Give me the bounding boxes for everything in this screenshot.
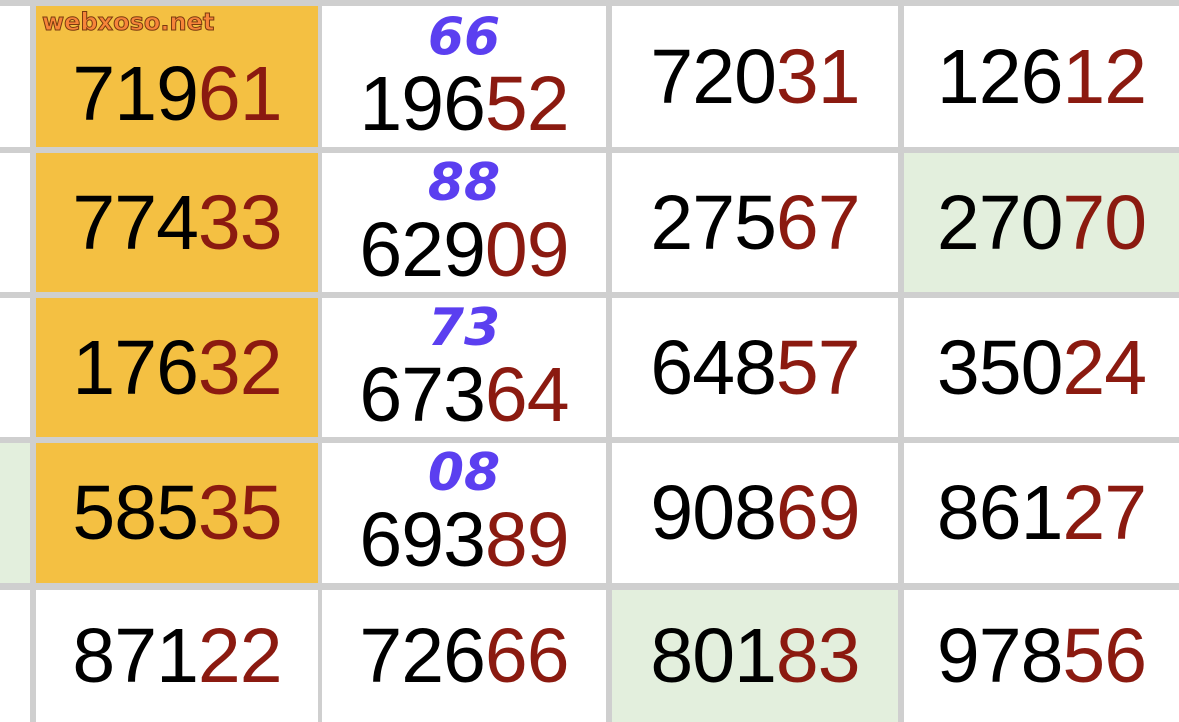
number-tail: 57 bbox=[775, 324, 861, 411]
number-tail: 31 bbox=[775, 33, 861, 120]
table-cell-partial bbox=[0, 6, 30, 147]
watermark-logo: webxoso.net bbox=[41, 8, 215, 37]
number-head: 978 bbox=[936, 613, 1063, 699]
number-tail: 32 bbox=[197, 324, 283, 411]
number-head: 693 bbox=[359, 497, 485, 583]
lottery-number: 67364 bbox=[359, 351, 570, 438]
number-tail: 89 bbox=[484, 497, 570, 583]
number-head: 719 bbox=[72, 50, 198, 137]
lottery-number: 71961 bbox=[72, 50, 283, 137]
table-cell: 71961 bbox=[36, 6, 318, 147]
number-head: 275 bbox=[650, 179, 776, 266]
table-cell: 17632 bbox=[36, 298, 318, 437]
table-cell: 27070 bbox=[904, 153, 1179, 292]
table-cell: 27567 bbox=[612, 153, 898, 292]
table-cell: 58535 bbox=[36, 443, 318, 583]
lottery-number: 80183 bbox=[650, 613, 861, 699]
number-tail: 70 bbox=[1062, 179, 1147, 266]
table-cell: 97856 bbox=[904, 590, 1179, 722]
number-tail: 12 bbox=[1062, 33, 1147, 120]
table-cell: 66 19652 bbox=[322, 6, 606, 147]
number-tail: 27 bbox=[1062, 470, 1147, 556]
number-head: 350 bbox=[936, 324, 1063, 411]
number-head: 801 bbox=[650, 613, 776, 699]
handwritten-note: 08 bbox=[427, 443, 501, 503]
lottery-number: 27070 bbox=[936, 179, 1147, 266]
number-tail: 09 bbox=[484, 206, 570, 293]
lottery-number: 35024 bbox=[936, 324, 1147, 411]
lottery-number: 17632 bbox=[72, 324, 283, 411]
number-head: 270 bbox=[936, 179, 1063, 266]
number-head: 629 bbox=[359, 206, 485, 293]
lottery-number: 19652 bbox=[359, 60, 570, 147]
table-cell: 72031 bbox=[612, 6, 898, 147]
lottery-number: 87122 bbox=[72, 613, 283, 699]
lottery-number: 62909 bbox=[359, 206, 570, 293]
number-tail: 56 bbox=[1062, 613, 1147, 699]
lottery-number: 72666 bbox=[359, 613, 570, 699]
number-tail: 83 bbox=[775, 613, 861, 699]
handwritten-note: 73 bbox=[427, 297, 501, 358]
table-cell: 35024 bbox=[904, 298, 1179, 437]
lottery-number: 12612 bbox=[936, 33, 1147, 120]
number-tail: 67 bbox=[775, 179, 861, 266]
number-head: 726 bbox=[359, 613, 485, 699]
number-tail: 69 bbox=[775, 470, 861, 556]
number-tail: 35 bbox=[197, 470, 283, 556]
lottery-number: 69389 bbox=[359, 497, 570, 583]
number-head: 720 bbox=[650, 33, 776, 120]
table-cell: 08 69389 bbox=[322, 443, 606, 583]
table-cell: 90869 bbox=[612, 443, 898, 583]
number-tail: 52 bbox=[484, 60, 570, 147]
table-cell: 87122 bbox=[36, 590, 318, 722]
table-cell-partial bbox=[0, 590, 30, 722]
lottery-number: 27567 bbox=[650, 179, 861, 266]
number-head: 196 bbox=[359, 60, 485, 147]
number-head: 908 bbox=[650, 470, 776, 556]
lottery-number: 64857 bbox=[650, 324, 861, 411]
table-cell: 72666 bbox=[322, 590, 606, 722]
lottery-number: 58535 bbox=[72, 470, 283, 556]
number-tail: 61 bbox=[197, 50, 283, 137]
table-cell: 73 67364 bbox=[322, 298, 606, 437]
table-cell: 64857 bbox=[612, 298, 898, 437]
lottery-number: 86127 bbox=[936, 470, 1147, 556]
number-head: 126 bbox=[936, 33, 1063, 120]
table-cell: 88 62909 bbox=[322, 153, 606, 292]
number-head: 176 bbox=[72, 324, 198, 411]
table-cell: 80183 bbox=[612, 590, 898, 722]
handwritten-note: 66 bbox=[427, 6, 501, 67]
lottery-number: 72031 bbox=[650, 33, 861, 120]
number-head: 648 bbox=[650, 324, 776, 411]
lottery-number: 97856 bbox=[936, 613, 1147, 699]
table-cell: 86127 bbox=[904, 443, 1179, 583]
table-cell-partial bbox=[0, 153, 30, 292]
table-cell-partial bbox=[0, 443, 30, 583]
number-head: 861 bbox=[936, 470, 1063, 556]
number-head: 774 bbox=[72, 179, 198, 266]
number-head: 871 bbox=[72, 613, 198, 699]
lottery-number: 90869 bbox=[650, 470, 861, 556]
number-head: 673 bbox=[359, 351, 485, 438]
number-tail: 24 bbox=[1062, 324, 1147, 411]
number-tail: 64 bbox=[484, 351, 570, 438]
number-head: 585 bbox=[72, 470, 198, 556]
table-cell: 77433 bbox=[36, 153, 318, 292]
number-tail: 33 bbox=[197, 179, 283, 266]
handwritten-note: 88 bbox=[427, 152, 501, 213]
table-cell-partial bbox=[0, 298, 30, 437]
number-tail: 66 bbox=[484, 613, 570, 699]
table-cell: 12612 bbox=[904, 6, 1179, 147]
number-tail: 22 bbox=[197, 613, 283, 699]
lottery-number: 77433 bbox=[72, 179, 283, 266]
